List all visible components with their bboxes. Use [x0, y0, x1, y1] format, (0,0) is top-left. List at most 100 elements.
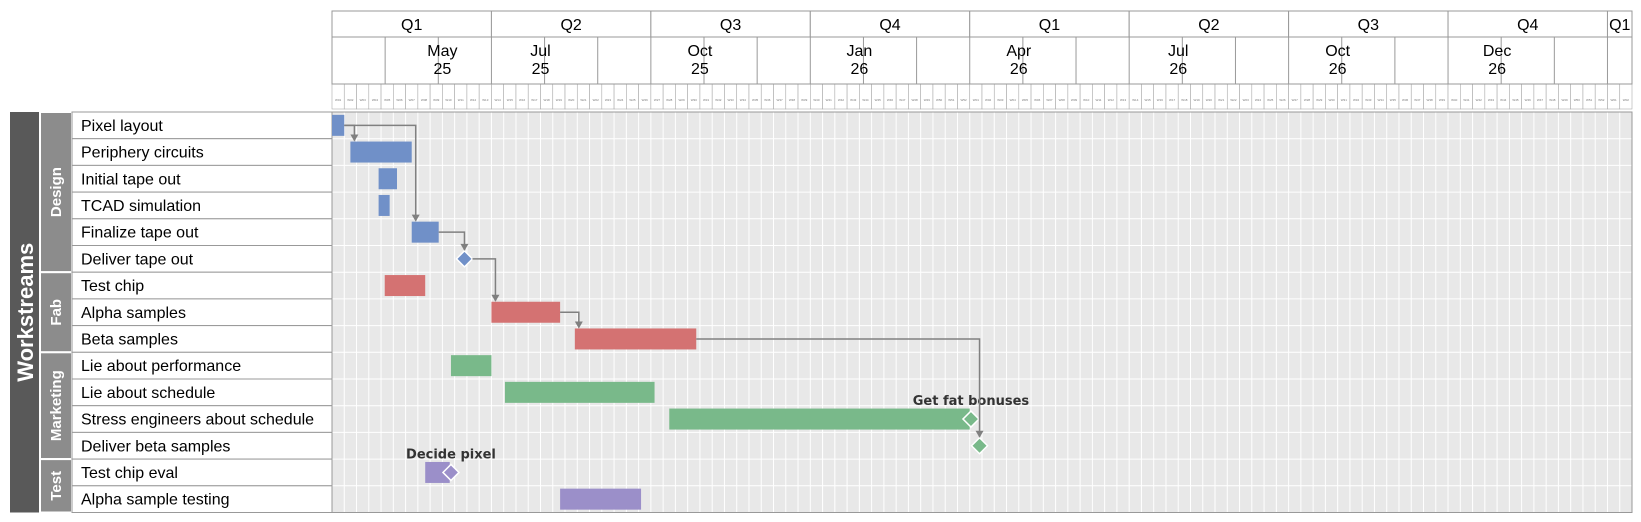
- week-label: W13: [1120, 98, 1127, 102]
- week-cell: [846, 83, 860, 110]
- week-label: W26: [1279, 98, 1286, 102]
- quarter-label: Q3: [1358, 17, 1379, 34]
- quarter-label: Q4: [879, 17, 900, 34]
- milestone-diamond: [455, 249, 474, 268]
- milestone-label: Decide pixel: [406, 447, 496, 462]
- year-label: 25: [532, 61, 550, 78]
- week-cell: [527, 83, 541, 110]
- week-label: W40: [1451, 98, 1458, 102]
- week-label: W14: [1132, 98, 1139, 102]
- month-label: Jan: [846, 43, 872, 60]
- week-label: W31: [1341, 98, 1348, 102]
- week-label: W16: [1157, 98, 1164, 102]
- arrow-head: [574, 321, 583, 329]
- task-label-cell: [71, 325, 333, 353]
- week-cell: [1619, 83, 1633, 110]
- week-label: W17: [1169, 98, 1176, 102]
- week-cell: [429, 83, 443, 110]
- week-cell: [969, 83, 983, 110]
- quarter-label: Q2: [1198, 17, 1219, 34]
- week-cell: [1153, 83, 1167, 110]
- week-cell: [834, 83, 848, 110]
- week-label: W02: [985, 98, 992, 102]
- month-label: Jul: [1168, 43, 1188, 60]
- week-label: W51: [948, 98, 955, 102]
- week-label: W11: [458, 98, 464, 102]
- week-label: W02: [347, 98, 354, 102]
- week-label: W41: [826, 98, 833, 102]
- week-label: W38: [789, 98, 796, 102]
- week-cell: [932, 83, 946, 110]
- week-cell: [1312, 83, 1326, 110]
- week-cell: [957, 83, 971, 110]
- task-label: Test chip eval: [81, 465, 178, 482]
- week-cell: [1190, 83, 1204, 110]
- task-bar: [384, 275, 426, 297]
- quarter-cell: [1606, 10, 1633, 38]
- week-label: W24: [1255, 98, 1262, 102]
- week-label: W20: [1206, 98, 1213, 102]
- week-label: W15: [507, 98, 514, 102]
- quarter-cell: [490, 10, 652, 38]
- week-cell: [920, 83, 934, 110]
- task-label-cell: [71, 378, 333, 407]
- week-label: W22: [1230, 98, 1237, 102]
- week-label: W05: [384, 98, 391, 102]
- week-cell: [1594, 83, 1608, 110]
- week-label: W06: [1034, 98, 1041, 102]
- task-label-cell: [71, 405, 333, 433]
- week-cell: [1374, 83, 1388, 110]
- week-cell: [1104, 83, 1118, 110]
- week-cell: [1386, 83, 1400, 110]
- year-label: 26: [850, 61, 868, 78]
- week-label: W01: [335, 98, 342, 102]
- week-label: W08: [421, 98, 428, 102]
- week-label: W49: [924, 98, 931, 102]
- task-bar: [669, 408, 970, 430]
- week-cell: [405, 83, 419, 110]
- week-label: W34: [740, 98, 747, 102]
- week-cell: [442, 83, 455, 110]
- week-cell: [773, 83, 787, 110]
- task-label: Beta samples: [81, 331, 178, 348]
- task-label: Stress engineers about schedule: [81, 412, 314, 429]
- week-cell: [699, 83, 713, 110]
- week-label: W40: [813, 98, 820, 102]
- task-bar: [378, 168, 397, 190]
- quarter-cell: [809, 10, 971, 38]
- week-label: W02: [1623, 98, 1630, 102]
- week-label: W07: [409, 98, 416, 102]
- arrow-head: [975, 430, 984, 438]
- quarter-label: Q2: [560, 17, 581, 34]
- week-label: W36: [1402, 98, 1409, 102]
- week-cell: [822, 83, 836, 110]
- week-cell: [1006, 83, 1020, 110]
- week-label: W47: [899, 98, 906, 102]
- task-bar: [504, 381, 655, 403]
- week-label: W48: [1549, 98, 1556, 102]
- week-cell: [1435, 83, 1449, 110]
- quarter-label: Q3: [720, 17, 741, 34]
- week-label: W21: [580, 98, 587, 102]
- task-label: Finalize tape out: [81, 225, 199, 242]
- week-label: W51: [1586, 98, 1593, 102]
- task-label-cell: [71, 485, 333, 513]
- week-label: W41: [1463, 98, 1470, 102]
- week-label: W04: [372, 98, 379, 102]
- week-label: W06: [396, 98, 403, 102]
- week-cell: [1521, 83, 1535, 110]
- week-cell: [1447, 83, 1461, 110]
- task-label-cell: [71, 245, 333, 273]
- task-label: Periphery circuits: [81, 145, 204, 162]
- week-cell: [662, 83, 676, 110]
- dependency-arrow: [696, 338, 981, 437]
- task-bar: [411, 221, 439, 243]
- week-label: W21: [1218, 98, 1225, 102]
- quarter-label: Q1: [1039, 17, 1060, 34]
- week-label: W19: [556, 98, 563, 102]
- week-cell: [1276, 83, 1289, 110]
- group-label: Marketing: [48, 370, 65, 441]
- week-cell: [883, 83, 897, 110]
- week-cell: [1582, 83, 1596, 110]
- task-bar: [450, 355, 492, 377]
